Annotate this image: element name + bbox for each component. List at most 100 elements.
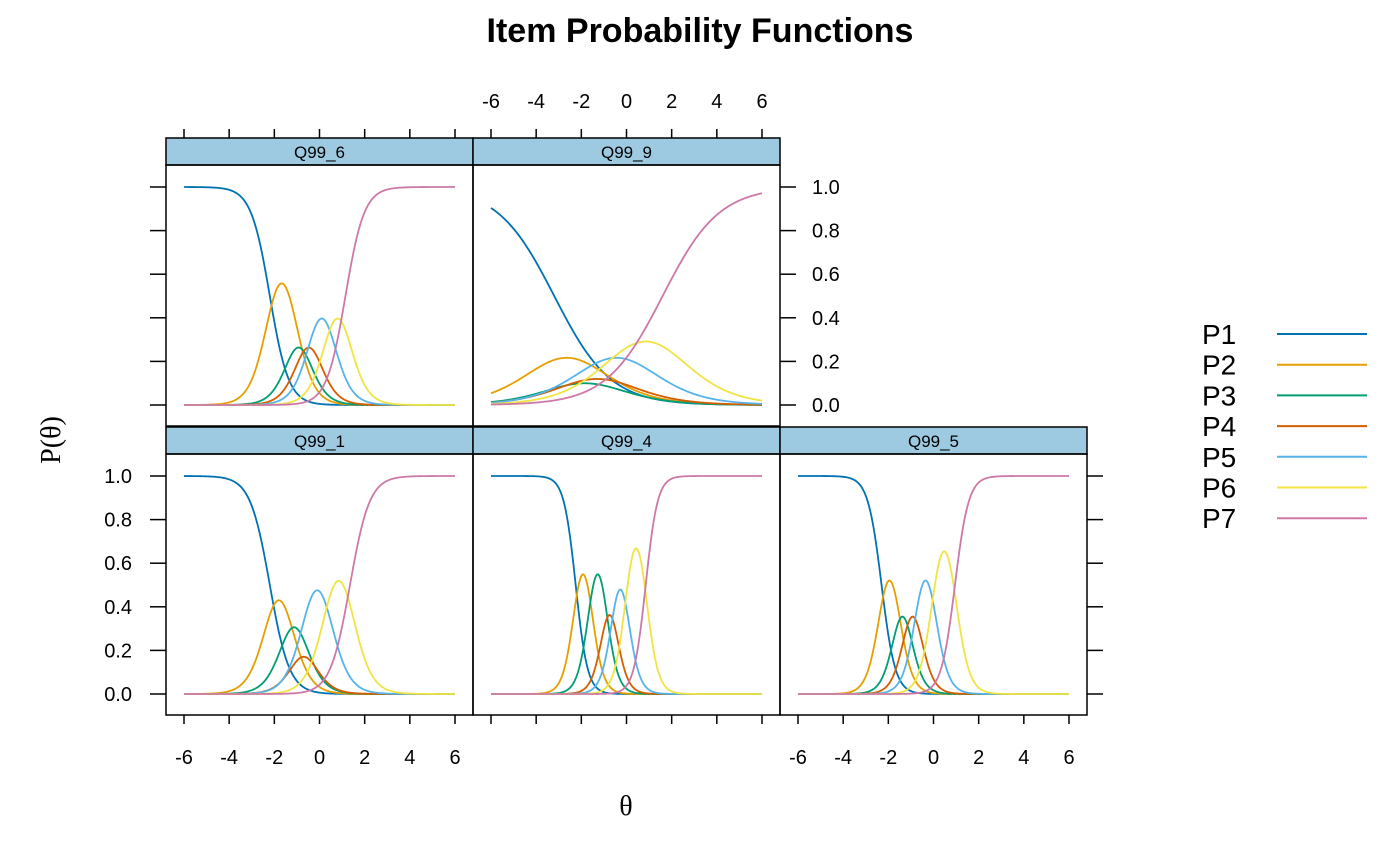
curve-p6 <box>491 547 762 695</box>
x-axis: -6 -4 -2 0 2 4 6 <box>789 715 1075 769</box>
x-tick-label: 0 <box>621 91 632 113</box>
x-tick-label: 4 <box>404 747 415 769</box>
x-tick-label: -4 <box>527 91 545 113</box>
x-tick-label: -6 <box>482 91 500 113</box>
panel-q99_1: Q99_1 <box>165 426 474 716</box>
y-tick-label: 0.8 <box>812 221 840 243</box>
y-axis-title: P(θ) <box>36 416 67 464</box>
curve-p7 <box>184 186 455 406</box>
y-tick-label: 0.4 <box>812 308 840 330</box>
x-tick-label: 6 <box>449 747 460 769</box>
x-tick-label: 0 <box>314 747 325 769</box>
curve-p1 <box>798 475 1069 695</box>
x-tick-label: 6 <box>756 91 767 113</box>
x-tick-label: -2 <box>879 747 897 769</box>
curve-p7 <box>490 192 763 406</box>
curve-p7 <box>798 475 1069 695</box>
legend-label: P3 <box>1202 380 1236 411</box>
legend-item-p1: P1 <box>1202 319 1367 350</box>
chart-title: Item Probability Functions <box>487 12 914 50</box>
x-tick-label: -4 <box>834 747 852 769</box>
curve-p1 <box>491 475 762 695</box>
x-tick-label: 2 <box>359 747 370 769</box>
y-axis: 0.0 0.2 0.4 0.6 0.8 1.0 <box>780 177 840 417</box>
panel-strip <box>165 426 474 455</box>
x-tick-label: 4 <box>711 91 722 113</box>
curve-p6 <box>490 340 763 405</box>
panel-strip-label: Q99_1 <box>294 432 345 451</box>
legend-item-p7: P7 <box>1202 503 1367 534</box>
x-tick-label: 2 <box>973 747 984 769</box>
curve-p6 <box>184 579 455 695</box>
panel-strip <box>779 426 1088 455</box>
x-axis: -6 -4 -2 0 2 4 6 <box>175 715 461 769</box>
legend-item-p6: P6 <box>1202 473 1367 504</box>
x-tick-label: 0 <box>928 747 939 769</box>
curve-p3 <box>798 615 1069 695</box>
curve-p1 <box>490 207 762 406</box>
panel-strip-label: Q99_9 <box>601 143 652 162</box>
curve-p5 <box>184 589 455 695</box>
panel-frame <box>165 164 474 427</box>
curve-p4 <box>798 615 1069 695</box>
x-tick-label: -4 <box>220 747 238 769</box>
y-tick-label: 1.0 <box>104 466 132 488</box>
y-tick-label: 0.8 <box>104 510 132 532</box>
panel-strip-label: Q99_5 <box>908 432 959 451</box>
legend-label: P1 <box>1202 319 1236 350</box>
x-axis: -6 -4 -2 0 2 4 6 <box>482 91 768 138</box>
x-tick-label: 6 <box>1063 747 1074 769</box>
y-tick-label: 0.2 <box>812 351 840 373</box>
y-axis: 0.0 0.2 0.4 0.6 0.8 1.0 <box>104 466 166 706</box>
legend-label: P5 <box>1202 442 1236 473</box>
x-axis <box>490 715 763 724</box>
legend-label: P2 <box>1202 350 1236 381</box>
x-axis-title: θ <box>619 791 632 822</box>
x-axis <box>183 129 456 138</box>
y-tick-label: 0.0 <box>104 684 132 706</box>
y-tick-label: 0.6 <box>812 264 840 286</box>
y-tick-label: 0.6 <box>104 553 132 575</box>
y-tick-label: 0.4 <box>104 597 132 619</box>
legend-label: P4 <box>1202 411 1236 442</box>
curve-p2 <box>490 356 762 406</box>
legend-item-p4: P4 <box>1202 411 1367 442</box>
legend-label: P7 <box>1202 503 1236 534</box>
curve-p2 <box>184 599 455 695</box>
x-tick-label: -2 <box>572 91 590 113</box>
panels: Q99_6 Q99_9 Q99_1 Q99_4 Q99_5 <box>165 137 1088 716</box>
curve-p7 <box>491 475 762 695</box>
curve-p5 <box>490 356 763 405</box>
panel-q99_5: Q99_5 <box>779 426 1088 716</box>
panel-q99_6: Q99_6 <box>165 137 474 427</box>
curve-p3 <box>184 346 455 406</box>
x-tick-label: -2 <box>265 747 283 769</box>
y-tick-label: 1.0 <box>812 177 840 199</box>
curve-p1 <box>183 475 455 695</box>
legend-item-p2: P2 <box>1202 350 1367 381</box>
curve-p1 <box>183 186 455 406</box>
x-tick-label: 4 <box>1018 747 1029 769</box>
curve-p4 <box>184 346 455 406</box>
curve-p7 <box>184 475 456 695</box>
panel-frame <box>472 164 781 427</box>
legend-item-p3: P3 <box>1202 380 1367 411</box>
x-tick-label: -6 <box>789 747 807 769</box>
curve-p4 <box>491 613 762 695</box>
panel-frame <box>779 453 1088 716</box>
x-tick-label: -6 <box>175 747 193 769</box>
legend-item-p5: P5 <box>1202 442 1367 473</box>
panel-q99_4: Q99_4 <box>472 426 781 716</box>
curve-p2 <box>184 282 455 406</box>
axes: -6 -4 -2 0 2 4 6 -6 -4 -2 0 2 4 6-6 -4 -2 0 2 4 60.00.20.40… <box>104 91 1103 769</box>
y-tick-label: 0.2 <box>104 640 132 662</box>
panel-strip-label: Q99_4 <box>601 432 652 451</box>
x-tick-label: 2 <box>666 91 677 113</box>
panel-strip-label: Q99_6 <box>294 143 345 162</box>
curve-p6 <box>798 550 1069 695</box>
y-axis <box>1087 475 1103 695</box>
panel-q99_9: Q99_9 <box>472 137 781 427</box>
curve-p5 <box>491 588 762 695</box>
